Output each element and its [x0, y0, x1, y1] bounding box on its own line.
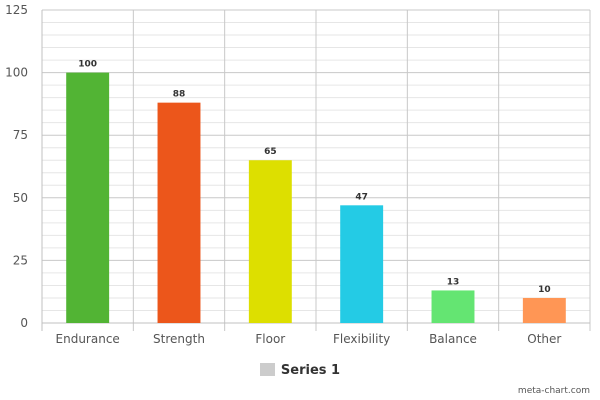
- bar-flexibility[interactable]: [340, 205, 384, 323]
- y-axis-tick-labels: 0 25 50 75 100 125: [5, 3, 28, 330]
- y-tick-label: 0: [20, 316, 28, 330]
- data-label: 47: [355, 192, 368, 202]
- x-category-label: Floor: [255, 332, 285, 346]
- bar-balance[interactable]: [431, 290, 475, 323]
- legend-label: Series 1: [280, 363, 341, 378]
- data-label: 10: [538, 285, 551, 295]
- legend[interactable]: Series 1: [0, 363, 600, 378]
- data-label: 88: [173, 90, 186, 100]
- x-axis-category-labels: Endurance Strength Floor Flexibility Balance…: [56, 332, 562, 346]
- x-category-label: Other: [527, 332, 561, 346]
- bar-strength[interactable]: [157, 102, 201, 323]
- x-category-label: Strength: [153, 332, 205, 346]
- bars: [66, 72, 566, 323]
- grid: [42, 9, 591, 331]
- data-label: 13: [447, 277, 460, 287]
- data-label: 100: [78, 60, 97, 70]
- bar-endurance[interactable]: [66, 72, 110, 323]
- credit-text: meta-chart.com: [517, 386, 590, 396]
- data-labels: 100 88 65 47 13 10: [78, 60, 550, 295]
- x-category-label: Balance: [429, 332, 477, 346]
- bar-other[interactable]: [522, 297, 566, 323]
- y-tick-label: 50: [13, 191, 28, 205]
- x-category-label: Flexibility: [333, 332, 390, 346]
- bar-floor[interactable]: [248, 160, 292, 323]
- y-tick-label: 25: [13, 253, 28, 267]
- y-tick-label: 125: [5, 3, 28, 17]
- data-label: 65: [264, 147, 277, 157]
- legend-swatch: [259, 363, 275, 376]
- y-tick-label: 75: [13, 128, 28, 142]
- y-tick-label: 100: [5, 66, 28, 80]
- axes: [41, 10, 590, 331]
- x-category-label: Endurance: [56, 332, 120, 346]
